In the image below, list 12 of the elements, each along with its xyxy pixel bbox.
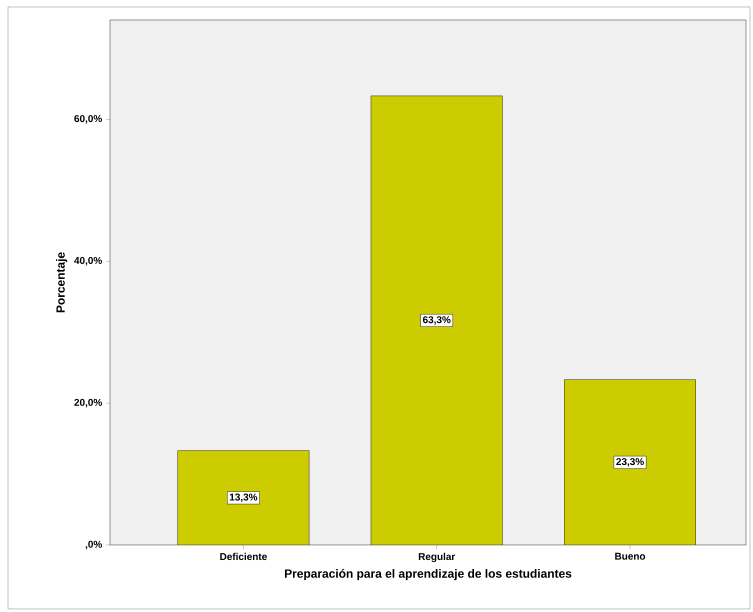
y-tick-label: ,0%	[86, 540, 102, 550]
x-axis-title: Preparación para el aprendizaje de los estudiantes	[284, 568, 572, 580]
y-tick-label: 20,0%	[74, 398, 102, 408]
data-label: 63,3%	[422, 316, 451, 325]
y-axis-title: Porcentaje	[56, 252, 68, 312]
data-label: 13,3%	[230, 494, 258, 502]
data-label: 23,3%	[616, 458, 644, 467]
x-tick-label: Bueno	[615, 552, 646, 560]
x-tick-label: Regular	[418, 552, 456, 562]
y-tick-label: 60,0%	[74, 115, 102, 124]
x-tick-label: Deficiente	[220, 552, 267, 560]
y-tick-label: 40,0%	[74, 256, 102, 266]
